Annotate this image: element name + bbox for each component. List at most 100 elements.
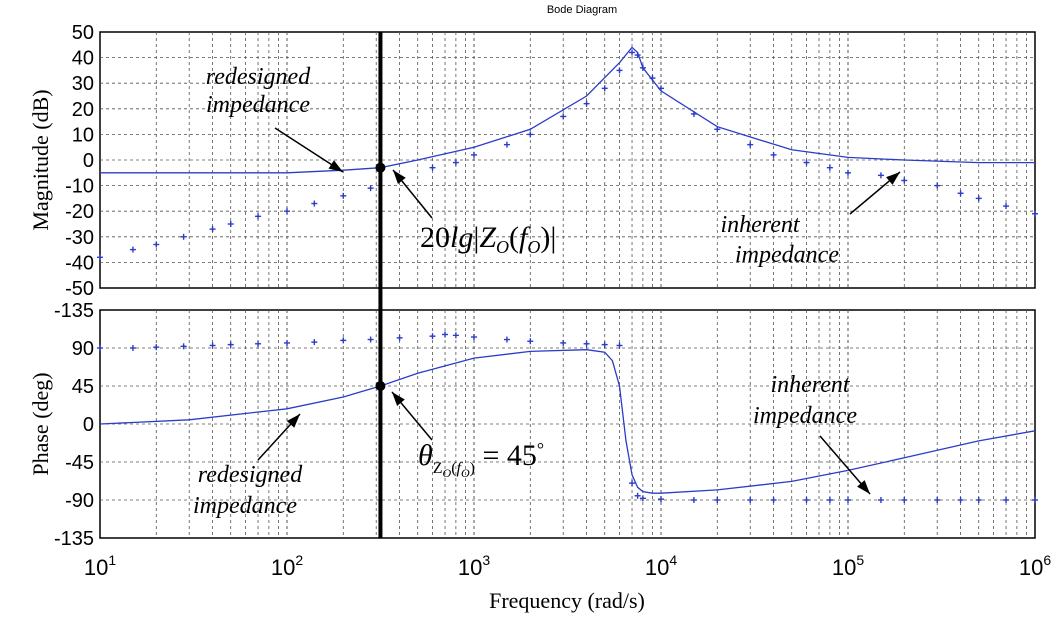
phase-panel: -135 90 45 0 -45 -90 -135 Phase (deg) redesign… bbox=[28, 300, 1038, 550]
mag-inherent-point bbox=[311, 200, 318, 207]
mag-inherent-point bbox=[255, 213, 262, 220]
mag-inherent-point bbox=[658, 85, 664, 92]
ph-inherent-point bbox=[255, 340, 262, 347]
mag-y-tick-label: 40 bbox=[72, 48, 94, 70]
ph-inherent-point bbox=[934, 497, 941, 503]
ph-inherent-point bbox=[1032, 497, 1038, 503]
ph-inherent-point bbox=[616, 342, 623, 349]
phase-y-ticks: -135 90 45 0 -45 -90 -135 bbox=[54, 300, 94, 550]
ph-inherent-point bbox=[153, 344, 160, 351]
ph-inherent-point bbox=[429, 333, 436, 340]
ph-y-tick-label: -135 bbox=[54, 528, 94, 550]
mag-marker-point bbox=[375, 162, 386, 173]
ph-inherent-point bbox=[340, 337, 347, 344]
ph-inherent-point bbox=[442, 331, 449, 338]
mag-inherent-point bbox=[153, 241, 160, 248]
ph-redesigned-arrow bbox=[257, 413, 301, 461]
mag-marker-arrow bbox=[392, 169, 433, 219]
ph-inherent-point bbox=[629, 480, 636, 487]
magnitude-panel: 50 40 30 20 10 0 -10 -20 -30 -40 -50 Magnitude (dB… bbox=[28, 22, 1038, 300]
ph-inherent-point bbox=[601, 341, 608, 348]
mag-inherent-point bbox=[649, 75, 656, 82]
ph-inherent-point bbox=[227, 341, 234, 348]
x-tick-labels: 101 102 103 104 105 106 bbox=[84, 552, 1051, 580]
ph-y-tick-label: 90 bbox=[72, 338, 94, 360]
ph-inherent-label-2: impedance bbox=[753, 403, 857, 429]
mag-inherent-point bbox=[957, 190, 964, 197]
mag-inherent-point bbox=[601, 85, 608, 92]
mag-inherent-point bbox=[803, 159, 810, 166]
mag-inherent-point bbox=[616, 67, 623, 74]
magnitude-y-label: Magnitude (dB) bbox=[28, 89, 53, 230]
ph-inherent-point bbox=[658, 496, 664, 503]
mag-inherent-point bbox=[340, 192, 347, 199]
ph-inherent-point bbox=[770, 497, 777, 503]
ph-inherent-point bbox=[803, 497, 810, 503]
mag-y-tick-label: -50 bbox=[65, 278, 94, 300]
ph-inherent-point bbox=[527, 338, 534, 345]
mag-inherent-point bbox=[429, 164, 436, 171]
ph-inherent-point bbox=[826, 497, 833, 503]
ph-inherent-point bbox=[901, 497, 908, 503]
mag-inherent-point bbox=[1003, 203, 1010, 210]
phase-frame bbox=[99, 309, 1036, 539]
ph-inherent-point bbox=[634, 492, 641, 499]
ph-redesigned-line bbox=[99, 349, 1036, 494]
mag-inherent-label-1: inherent bbox=[720, 212, 800, 238]
mag-inherent-point bbox=[714, 126, 721, 133]
mag-inherent-point bbox=[471, 151, 477, 158]
mag-eq-text: 20lg|ZO(fO)| bbox=[420, 221, 556, 257]
x-tick-label: 102 bbox=[271, 552, 303, 580]
mag-y-tick-label: -30 bbox=[65, 227, 94, 249]
mag-y-tick-label: 0 bbox=[83, 150, 94, 172]
mag-inherent-point bbox=[770, 151, 777, 158]
mag-inherent-point bbox=[452, 159, 459, 166]
ph-inherent-point bbox=[714, 497, 721, 503]
ph-inherent-point bbox=[957, 497, 964, 503]
magnitude-frame bbox=[99, 31, 1036, 289]
phase-grid bbox=[100, 310, 1035, 538]
mag-inherent-point bbox=[639, 64, 646, 71]
mag-y-tick-label: -20 bbox=[65, 201, 94, 223]
mag-inherent-point bbox=[629, 49, 636, 56]
mag-inherent-point bbox=[560, 113, 567, 120]
mag-inherent-point bbox=[845, 169, 851, 176]
ph-inherent-point bbox=[975, 497, 982, 503]
ph-inherent-point bbox=[747, 497, 754, 503]
mag-inherent-point bbox=[877, 172, 884, 179]
mag-y-tick-label: -40 bbox=[65, 252, 94, 274]
ph-marker-arrow bbox=[391, 391, 433, 441]
ph-inherent-point bbox=[209, 342, 216, 349]
ph-inherent-point bbox=[639, 495, 646, 502]
ph-inherent-point bbox=[396, 334, 403, 341]
ph-inherent-point bbox=[311, 339, 318, 346]
mag-inherent-point bbox=[975, 195, 982, 202]
ph-inherent-point bbox=[690, 497, 697, 503]
ph-marker-point bbox=[375, 381, 386, 391]
x-tick-label: 101 bbox=[84, 552, 116, 580]
ph-inherent-point bbox=[1003, 497, 1010, 503]
mag-inherent-point bbox=[934, 182, 941, 189]
ph-inherent-point bbox=[877, 497, 884, 503]
ph-y-tick-label: -45 bbox=[65, 452, 94, 474]
mag-inherent-point bbox=[227, 221, 234, 227]
mag-inherent-point bbox=[284, 208, 290, 215]
mag-inherent-point bbox=[901, 177, 908, 184]
ph-y-tick-label: -135 bbox=[54, 300, 94, 322]
ph-inherent-label-1: inherent bbox=[770, 372, 850, 398]
ph-inherent-point bbox=[503, 336, 510, 343]
magnitude-y-ticks: 50 40 30 20 10 0 -10 -20 -30 -40 -50 bbox=[65, 22, 94, 300]
mag-inherent-point bbox=[690, 110, 697, 117]
mag-inherent-point bbox=[367, 185, 374, 192]
ph-inherent-point bbox=[471, 334, 477, 341]
mag-y-tick-label: 20 bbox=[72, 99, 94, 121]
x-tick-label: 105 bbox=[832, 552, 864, 580]
ph-y-tick-label: 45 bbox=[72, 376, 94, 398]
ph-inherent-point bbox=[97, 345, 103, 351]
mag-inherent-point bbox=[826, 164, 833, 171]
mag-redesigned-label-2: impedance bbox=[206, 92, 310, 118]
x-axis-label: Frequency (rad/s) bbox=[489, 588, 645, 613]
x-tick-label: 106 bbox=[1019, 552, 1051, 580]
ph-eq-text: θZO(fO) = 45° bbox=[418, 439, 544, 480]
mag-inherent-arrow bbox=[849, 171, 901, 215]
